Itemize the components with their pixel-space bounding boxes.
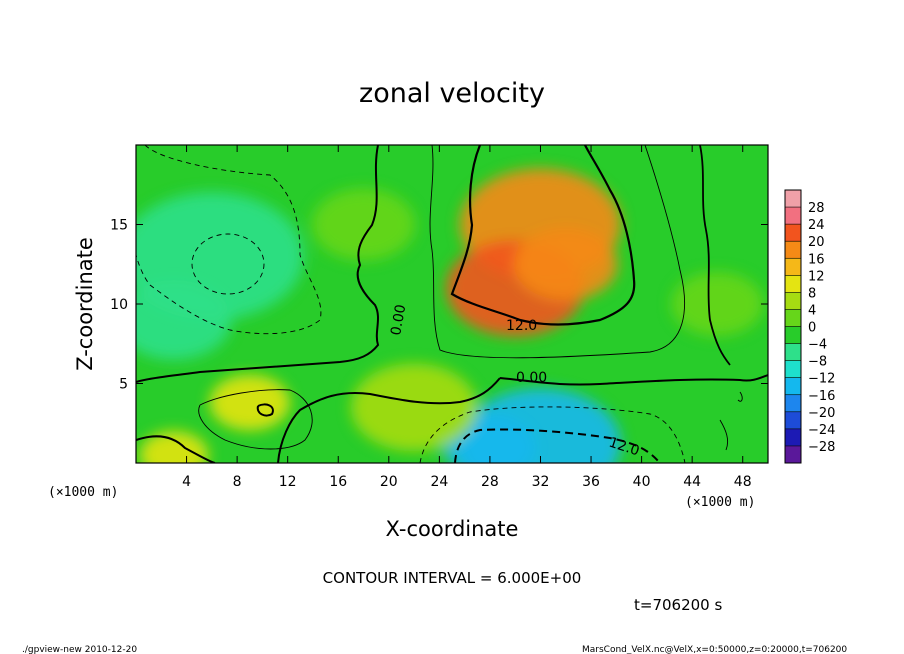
colorbar-swatch: [785, 360, 801, 378]
x-tick-label: 44: [683, 474, 701, 490]
y-unit-label: (×1000 m): [48, 485, 118, 500]
time-text: t=706200 s: [634, 596, 722, 614]
contour-line-0-left: [136, 145, 380, 383]
x-tick-label: 12: [279, 474, 297, 490]
field-feature: [136, 279, 232, 360]
colorbar-label: −28: [808, 440, 835, 455]
colorbar-label: −8: [808, 355, 827, 370]
contour-line-0-lower: [136, 374, 768, 463]
colorbar-swatch: [785, 292, 801, 310]
colorbar-label: 28: [808, 201, 825, 216]
colorbar-swatch: [785, 326, 801, 344]
colorbar-swatch: [785, 258, 801, 276]
contour-line-neg6-circle: [191, 233, 265, 295]
colorbar-label: 0: [808, 321, 816, 336]
y-tick-label: 5: [119, 377, 128, 393]
colorbar-label: 4: [808, 303, 816, 318]
colorbar-swatch: [785, 241, 801, 259]
field-feature: [514, 228, 618, 301]
colorbar: −28 −24 −20 −16 −12 −8 −4 0 4 8 12 16 20 24 28: [784, 189, 835, 464]
footer-left: ./gpview-new 2010-12-20: [22, 645, 137, 654]
contour-line-neg6-lower: [419, 406, 686, 463]
x-tick-label: 28: [481, 474, 499, 490]
contour-interval-text: CONTOUR INTERVAL = 6.000E+00: [323, 569, 582, 587]
contour-line-6-upper: [429, 145, 685, 359]
y-tick-label: 10: [110, 297, 128, 313]
colorbar-label: 8: [808, 286, 816, 301]
colorbar-label: −24: [808, 423, 835, 438]
colorbar-label: −12: [808, 372, 835, 387]
contour-line-6-right: [719, 391, 743, 451]
contour-line-12-small: [256, 403, 274, 417]
contour-label: 12.0: [506, 318, 537, 334]
chart-title: zonal velocity: [359, 78, 545, 109]
colorbar-swatch: [785, 275, 801, 293]
contour-line-neg12-lower: [454, 428, 661, 463]
colorbar-label: 24: [808, 218, 825, 233]
colorbar-swatch: [785, 445, 801, 463]
colorbar-swatch: [785, 190, 801, 208]
field-shading: [136, 168, 764, 463]
colorbar-swatch: [785, 394, 801, 412]
colorbar-label: −4: [808, 338, 827, 353]
contour-lines: [136, 145, 768, 463]
contour-label: 0.00: [388, 303, 409, 336]
colorbar-label: 20: [808, 235, 825, 250]
x-tick-label: 32: [532, 474, 550, 490]
x-tick-label: 40: [633, 474, 651, 490]
x-tick-label: 20: [380, 474, 398, 490]
contour-line-6-lower: [198, 389, 313, 450]
x-tick-label: 16: [329, 474, 347, 490]
contour-line-12-upper: [450, 145, 636, 326]
y-tick-label: 15: [110, 218, 128, 234]
field-feature: [209, 374, 291, 431]
x-tick-label: 8: [233, 474, 242, 490]
field-feature: [311, 188, 416, 261]
colorbar-label: 12: [808, 269, 825, 284]
field-feature: [139, 431, 209, 463]
contour-label: 0.00: [516, 370, 547, 386]
x-tick-label: 36: [582, 474, 600, 490]
x-axis: 4 8 12 16 20 24 28 32 36 40 44 48: [182, 145, 752, 490]
x-tick-label: 48: [734, 474, 752, 490]
colorbar-swatch: [785, 224, 801, 242]
colorbar-label: −20: [808, 406, 835, 421]
colorbar-label: 16: [808, 252, 825, 267]
colorbar-swatch: [785, 377, 801, 395]
x-unit-label: (×1000 m): [685, 495, 755, 510]
colorbar-swatch: [785, 309, 801, 327]
colorbar-swatch: [785, 428, 801, 446]
y-axis: 5 10 15: [110, 218, 768, 393]
colorbar-swatch: [785, 411, 801, 429]
field-feature: [350, 363, 478, 452]
footer-right: MarsCond_VelX.nc@VelX,x=0:50000,z=0:2000…: [582, 645, 847, 654]
x-tick-label: 24: [430, 474, 448, 490]
y-axis-title: Z-coordinate: [73, 237, 97, 371]
colorbar-label: −16: [808, 389, 835, 404]
colorbar-swatch: [785, 207, 801, 225]
x-tick-label: 4: [182, 474, 191, 490]
field-feature: [671, 272, 764, 336]
colorbar-swatch: [785, 343, 801, 361]
x-axis-title: X-coordinate: [386, 517, 519, 541]
contour-line-0-right: [699, 145, 731, 366]
